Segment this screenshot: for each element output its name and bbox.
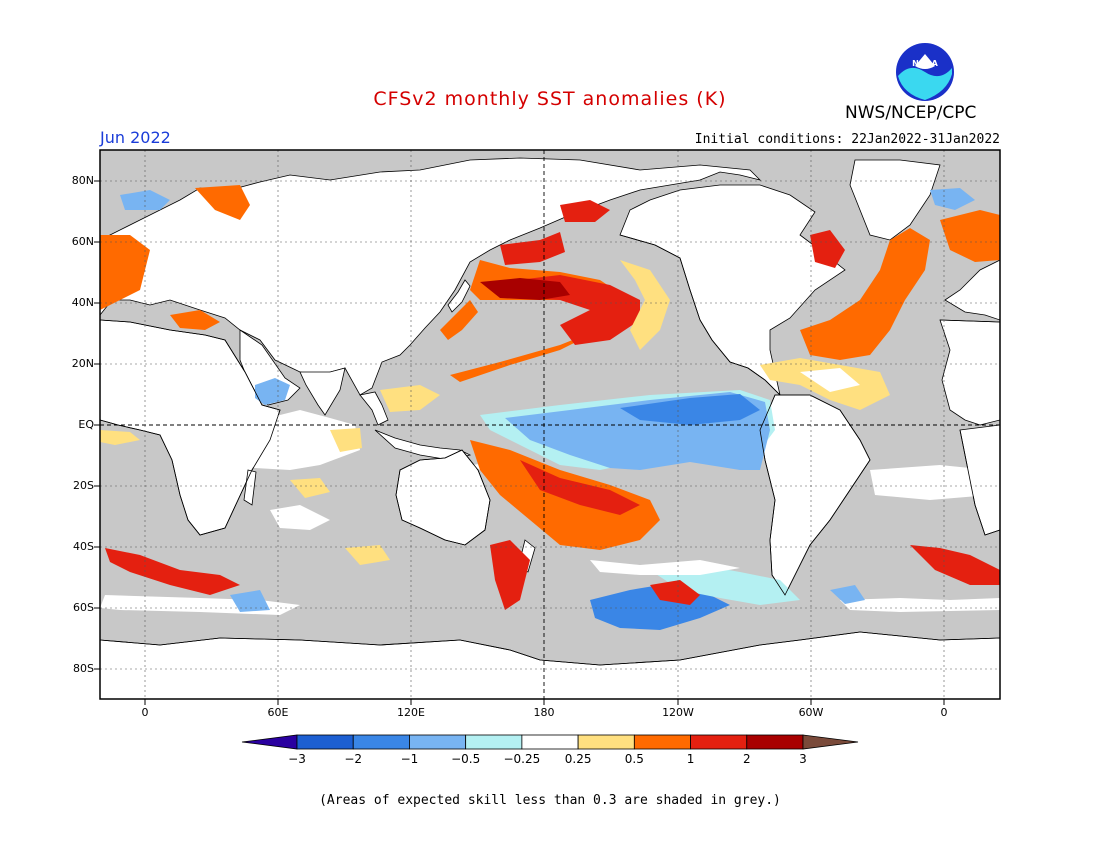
southern-ocean-white-east	[840, 598, 1000, 612]
axis-ticks	[94, 180, 945, 705]
land-masses	[100, 157, 1000, 699]
graticule	[100, 150, 1000, 699]
colorbar-tick-label: −1	[400, 752, 419, 766]
south-atlantic-cool	[830, 585, 865, 604]
lon-label-180: 180	[533, 706, 555, 719]
north-sea-warm	[170, 310, 220, 330]
land-greenland	[849, 159, 941, 241]
lon-label-0-right: 0	[940, 706, 948, 719]
colorbar-box	[521, 734, 579, 750]
north-pacific-hot	[480, 278, 570, 300]
lat-label-20n: 20N	[71, 357, 94, 370]
pacific-yellow-fringe	[620, 260, 670, 350]
land-africa-right	[939, 319, 1000, 426]
land-indonesia	[374, 429, 472, 461]
land-india	[299, 367, 346, 416]
lat-label-40s: 40S	[73, 540, 94, 553]
colorbar-box	[465, 734, 523, 750]
colorbar-arrow-low	[241, 734, 298, 750]
pacific-cold-core	[620, 394, 760, 425]
lat-label-60n: 60N	[71, 235, 94, 248]
greenland-sea-cool	[930, 188, 975, 210]
agency-label: NWS/NCEP/CPC	[845, 103, 977, 123]
colorbar-tick-label: 1	[686, 752, 695, 766]
bering-warm	[560, 200, 610, 222]
colorbar-tick-label: −0.5	[451, 752, 481, 766]
atlantic-neutral	[870, 465, 990, 500]
sst-anomaly-fields	[100, 185, 1000, 630]
lon-label-120w: 120W	[662, 706, 694, 719]
lat-label-20s: 20S	[73, 479, 94, 492]
colorbar-box	[296, 734, 354, 750]
north-atlantic-warm	[800, 228, 930, 360]
western-pacific-yellow	[380, 385, 440, 412]
north-atlantic-hot	[810, 230, 845, 268]
colorbar-tick-label: −2	[344, 752, 363, 766]
lat-label-40n: 40N	[71, 296, 94, 309]
colorbar	[241, 734, 859, 750]
colorbar-box	[409, 734, 467, 750]
colorbar-tick-label: 0.5	[624, 752, 644, 766]
indian-ocean-yellow-1	[290, 478, 330, 498]
southern-ocean-warm-east	[910, 545, 1000, 585]
land-se-asia	[359, 391, 389, 426]
colorbar-box	[352, 734, 410, 750]
chart-title: CFSv2 monthly SST anomalies (K)	[373, 88, 727, 110]
africa-west-yellow	[100, 430, 140, 445]
lat-label-60s: 60S	[73, 601, 94, 614]
land-europe-right	[944, 259, 1000, 321]
colorbar-box	[746, 734, 804, 750]
tasman-warm	[490, 540, 530, 610]
lat-label-80s: 80S	[73, 662, 94, 675]
colorbar-box	[577, 734, 635, 750]
greenland-warm	[940, 210, 1000, 262]
colorbar-box	[690, 734, 748, 750]
lon-label-0: 0	[141, 706, 149, 719]
noaa-logo-text: NOAA	[912, 59, 938, 68]
lat-label-eq: EQ	[78, 418, 94, 431]
arctic-warm-1	[195, 185, 250, 220]
colorbar-tick-label: 0.25	[564, 752, 592, 766]
indian-ocean-yellow-2	[330, 428, 362, 452]
japan-coast-warm	[440, 300, 478, 340]
northwest-pacific-warm	[500, 232, 565, 265]
land-japan	[447, 279, 471, 313]
colorbar-tick-label: −3	[288, 752, 306, 766]
atlantic-white	[800, 368, 860, 392]
colorbar-tick-label: 3	[799, 752, 807, 766]
south-pacific-warm-core	[520, 460, 640, 515]
colorbar-tick-label: −0.25	[503, 752, 541, 766]
indian-ocean-cool	[255, 378, 290, 405]
lat-label-80n: 80N	[71, 174, 94, 187]
southern-ocean-warm-pacific	[650, 580, 700, 605]
colorbar-tick-label: 2	[742, 752, 751, 766]
indian-ocean-south-yellow	[345, 545, 390, 565]
initial-conditions: Initial conditions: 22Jan2022-31Jan2022	[694, 132, 1000, 147]
noaa-logo: NOAA	[896, 43, 954, 101]
lon-label-60e: 60E	[267, 706, 289, 719]
coastlines	[100, 234, 1000, 666]
land-madagascar	[243, 469, 257, 506]
lon-label-120e: 120E	[397, 706, 425, 719]
southern-ocean-warm-west	[105, 548, 240, 595]
forecast-month: Jun 2022	[100, 128, 171, 147]
indian-ocean-south-white	[270, 505, 330, 530]
equator-and-dateline	[100, 150, 1000, 699]
southern-ocean-cool-1	[230, 590, 270, 612]
europe-warm	[100, 235, 150, 310]
lon-label-60w: 60W	[798, 706, 824, 719]
colorbar-arrow-high	[802, 734, 859, 750]
colorbar-box	[633, 734, 691, 750]
southern-ocean-white-pacific	[590, 560, 740, 575]
footnote: (Areas of expected skill less than 0.3 a…	[319, 793, 781, 808]
